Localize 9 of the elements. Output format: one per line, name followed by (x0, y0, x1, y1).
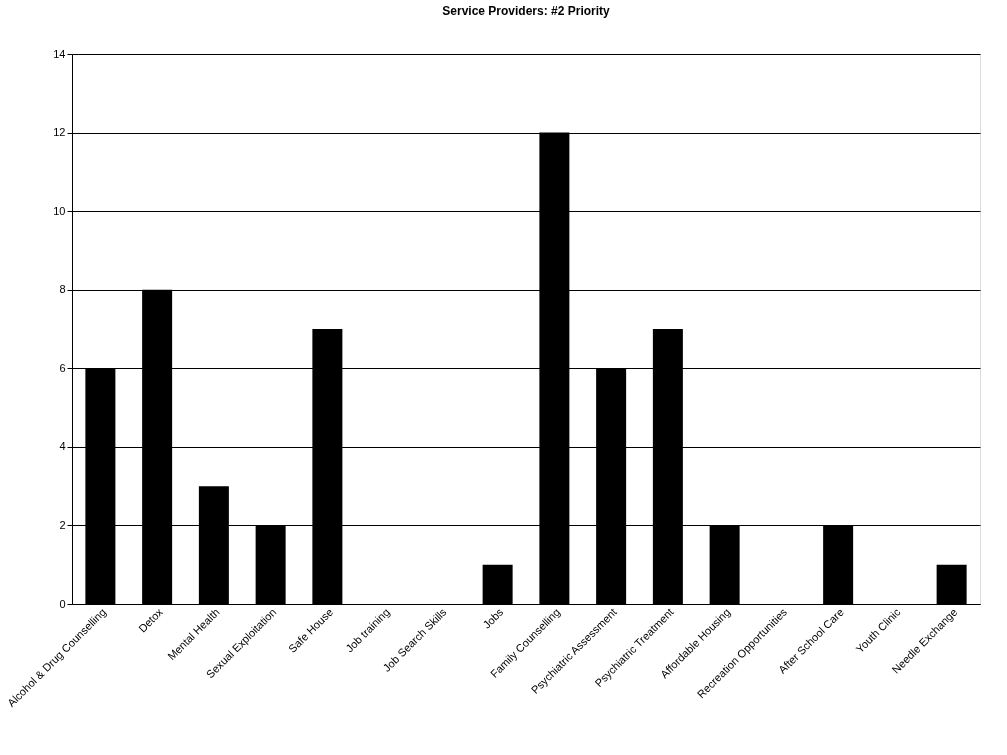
y-tick-label: 8 (59, 283, 66, 296)
chart-title: Service Providers: #2 Priority (442, 4, 611, 18)
y-tick-label: 2 (59, 518, 66, 531)
y-tick-label: 6 (59, 361, 66, 374)
y-tick-label: 0 (59, 597, 66, 610)
y-tick-label: 12 (53, 126, 66, 139)
y-tick-label: 10 (53, 204, 66, 217)
y-tick-label: 14 (53, 47, 66, 60)
y-tick-label: 4 (59, 440, 66, 453)
